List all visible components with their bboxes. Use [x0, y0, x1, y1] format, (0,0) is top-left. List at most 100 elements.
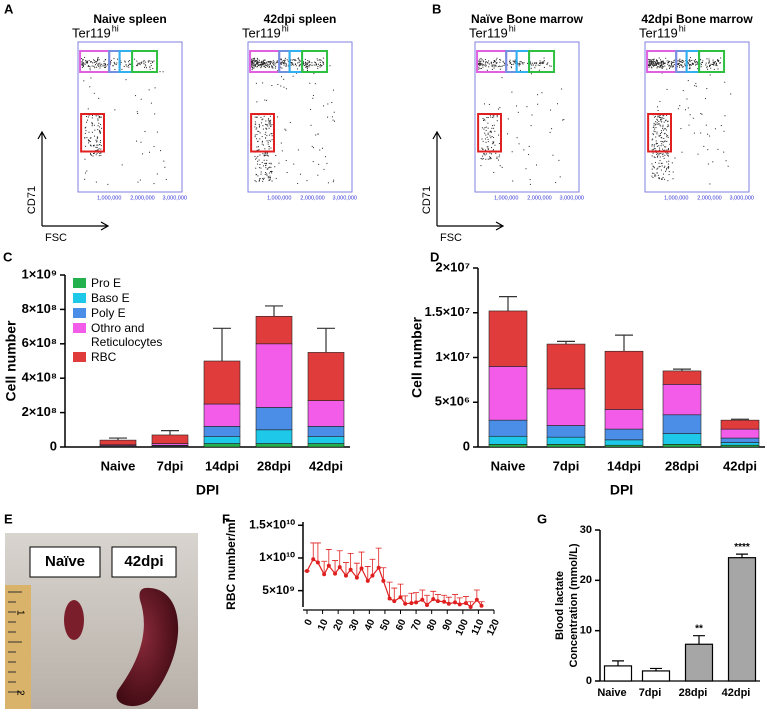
data-point	[453, 600, 458, 605]
event-dot	[689, 65, 691, 67]
plot-title: Naive spleen	[93, 12, 166, 26]
event-dot	[695, 61, 697, 63]
error-bar	[336, 550, 343, 568]
event-dot	[657, 174, 659, 176]
event-dot	[285, 64, 287, 66]
event-dot	[493, 65, 495, 67]
event-dot	[256, 101, 258, 103]
event-dot	[270, 124, 272, 126]
event-dot	[97, 144, 99, 146]
event-dot	[478, 62, 480, 64]
event-dot	[256, 63, 258, 65]
event-dot	[97, 149, 99, 151]
event-dot	[254, 65, 256, 67]
event-dot	[526, 106, 528, 108]
event-dot	[261, 64, 263, 66]
event-dot	[715, 64, 717, 66]
event-dot	[253, 63, 255, 65]
event-dot	[515, 105, 517, 107]
event-dot	[695, 85, 697, 87]
event-dot	[653, 156, 655, 158]
data-point	[376, 565, 381, 570]
event-dot	[143, 59, 145, 61]
y-tick-label: 20	[580, 574, 592, 586]
event-dot	[688, 68, 690, 70]
event-dot	[489, 114, 491, 116]
event-dot	[718, 60, 720, 62]
event-dot	[95, 181, 97, 183]
event-dot	[259, 164, 261, 166]
gate-label: Ter119	[242, 25, 281, 40]
event-dot	[297, 62, 299, 64]
bar-segment	[662, 384, 702, 416]
event-dot	[654, 115, 656, 117]
event-dot	[144, 64, 146, 66]
event-dot	[659, 62, 661, 64]
event-dot	[258, 131, 260, 133]
event-dot	[95, 154, 97, 156]
event-dot	[81, 62, 83, 64]
event-dot	[265, 124, 267, 126]
event-dot	[519, 69, 521, 71]
event-dot	[717, 59, 719, 61]
event-dot	[652, 165, 654, 167]
event-dot	[678, 62, 680, 64]
event-dot	[539, 62, 541, 64]
event-dot	[661, 62, 663, 64]
data-point	[479, 603, 484, 608]
event-dot	[494, 130, 496, 132]
event-dot	[682, 66, 684, 68]
event-dot	[668, 166, 670, 168]
error-bar	[109, 437, 127, 441]
event-dot	[664, 165, 666, 167]
event-dot	[653, 147, 655, 149]
event-dot	[261, 60, 263, 62]
event-dot	[305, 66, 307, 68]
event-dot	[256, 57, 258, 59]
event-dot	[697, 153, 699, 155]
event-dot	[652, 177, 654, 179]
event-dot	[267, 154, 269, 156]
event-dot	[484, 132, 486, 134]
event-dot	[269, 115, 271, 117]
bar	[684, 643, 714, 682]
event-dot	[268, 162, 270, 164]
photo-label: Naïve	[45, 553, 85, 570]
event-dot	[482, 155, 484, 157]
event-dot	[304, 58, 306, 60]
event-dot	[658, 115, 660, 117]
event-dot	[317, 66, 319, 68]
event-dot	[559, 176, 561, 178]
event-dot	[539, 63, 541, 65]
event-dot	[144, 130, 146, 132]
event-dot	[667, 121, 669, 123]
event-dot	[512, 180, 514, 182]
event-dot	[692, 63, 694, 65]
event-dot	[279, 63, 281, 65]
event-dot	[696, 61, 698, 63]
significance: **	[695, 623, 703, 634]
bar-segment	[99, 439, 137, 446]
event-dot	[684, 65, 686, 67]
event-dot	[707, 149, 709, 151]
event-dot	[478, 63, 480, 65]
event-dot	[650, 63, 652, 65]
event-dot	[486, 146, 488, 148]
event-dot	[311, 145, 313, 147]
event-dot	[486, 136, 488, 138]
event-dot	[144, 61, 146, 63]
event-dot	[262, 153, 264, 155]
event-dot	[268, 172, 270, 174]
event-dot	[297, 149, 299, 151]
event-dot	[724, 81, 726, 83]
event-dot	[287, 65, 289, 67]
event-dot	[507, 133, 509, 135]
event-dot	[256, 62, 258, 64]
event-dot	[320, 59, 322, 61]
event-dot	[260, 173, 262, 175]
event-dot	[487, 148, 489, 150]
event-dot	[658, 66, 660, 68]
event-dot	[269, 65, 271, 67]
event-dot	[281, 150, 283, 152]
error-bar	[314, 542, 321, 563]
